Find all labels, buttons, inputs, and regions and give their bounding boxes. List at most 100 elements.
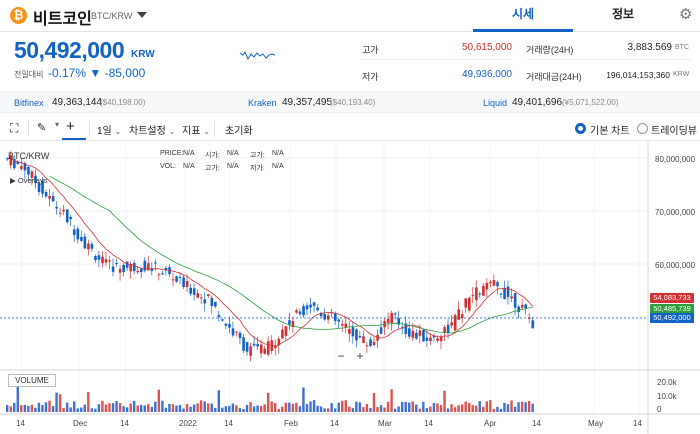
volume-bar [355, 401, 358, 412]
x-tick: Mar [378, 419, 392, 428]
candle-body [284, 326, 288, 336]
candle-body [506, 286, 510, 297]
candle-body [129, 264, 133, 272]
volume-bar [464, 401, 467, 412]
volume-bar [520, 401, 524, 412]
candle-body [242, 337, 245, 351]
volume-bar [362, 407, 365, 412]
candle-body [372, 341, 376, 346]
candle-body [73, 229, 76, 235]
tradingview-label[interactable]: 트레이딩뷰 [651, 126, 697, 137]
candle-body [143, 260, 147, 271]
volume-bar [55, 392, 58, 412]
zoom-in-button[interactable]: + [356, 349, 364, 363]
pencil-icon[interactable]: ✎ [37, 122, 47, 134]
chevron-down-icon[interactable] [137, 12, 147, 18]
candle-body [520, 304, 524, 308]
volume-bar [259, 405, 263, 412]
volume-bar [408, 402, 411, 412]
volume-bar [288, 402, 291, 412]
volume-bar [506, 404, 510, 412]
candle-body [376, 334, 379, 341]
candle-body [44, 191, 48, 197]
candle-body [379, 327, 383, 334]
volume-bar [147, 404, 150, 412]
candle-body [224, 323, 228, 326]
change-percent: -0.17% [48, 66, 87, 80]
candle-body [274, 345, 277, 349]
chevron-down-icon[interactable]: ▾ [55, 120, 60, 129]
volume-bar [337, 402, 340, 412]
indicators-button[interactable]: 지표 ⌄ [182, 126, 210, 137]
basic-chart-radio[interactable] [575, 123, 586, 134]
candle-body [94, 256, 97, 261]
candle-body [323, 313, 326, 320]
exchange-value: 49,357,495 [282, 97, 333, 108]
zoom-out-button[interactable]: − [337, 349, 345, 363]
candle-body [295, 310, 298, 313]
chart-settings-button[interactable]: 차트설정 ⌄ [129, 126, 176, 137]
overlays-toggle[interactable]: ▶ Overlays [10, 176, 48, 185]
candle-body [499, 293, 503, 295]
candle-body [436, 338, 439, 341]
volume-bar [20, 405, 23, 412]
volume-bar [48, 400, 51, 412]
volume-bar [228, 405, 231, 412]
volume-bar [157, 389, 161, 412]
candle-body [326, 315, 330, 320]
volume-bar [326, 408, 330, 412]
candle-body [214, 301, 217, 307]
ma-long-price-tag: 50,485,739 [650, 304, 694, 314]
interval-select[interactable]: 1일 ⌄ [97, 126, 122, 137]
gear-icon[interactable]: ⚙ [679, 6, 693, 23]
tab-market[interactable]: 시세 [473, 0, 573, 32]
volume-bar [436, 403, 439, 412]
legend-price-value: N/A [183, 150, 195, 157]
volume-bar [115, 401, 118, 412]
candle-body [443, 327, 446, 333]
candle-body [115, 262, 118, 264]
volume-bar [69, 407, 72, 412]
candle-body [97, 255, 101, 260]
fullscreen-icon[interactable]: ⛶ [10, 121, 19, 135]
volume-bar [274, 403, 277, 412]
candle-body [34, 175, 37, 184]
volume-bar [129, 403, 132, 412]
exchange-value: 49,401,696 [512, 97, 563, 108]
candle-body [69, 217, 73, 220]
legend-high-label: 고가: [250, 152, 265, 159]
candlestick-chart[interactable] [0, 142, 700, 434]
volume-bar [376, 407, 379, 412]
volume-bar [34, 407, 37, 412]
tab-info[interactable]: 정보 [611, 7, 635, 21]
vol-tick: 0 [657, 405, 662, 414]
candle-body [362, 336, 365, 343]
exchange-prices: Bitfinex 49,363,144 ($40,198.00) Kraken … [0, 91, 700, 113]
volume-bar [319, 406, 323, 412]
reset-button[interactable]: 초기화 [225, 126, 253, 137]
candle-body [422, 330, 425, 342]
volume-bar [30, 404, 34, 412]
volume-bar [312, 400, 316, 412]
exchange-value: 49,363,144 [52, 97, 103, 108]
candle-body [62, 209, 66, 212]
candle-body [404, 323, 408, 335]
candle-body [189, 287, 192, 294]
coin-name[interactable]: 비트코인 [33, 11, 92, 28]
crosshair-icon[interactable]: + [66, 118, 75, 135]
exchange-name: Kraken [248, 98, 277, 108]
candle-body [397, 318, 401, 325]
chart-toolbar: ⛶ ✎ ▾ + 1일 ⌄ 차트설정 ⌄ 지표 ⌄ 초기화 기본 차트 트레이딩뷰 [0, 117, 700, 141]
candle-body [288, 320, 291, 325]
price-chart[interactable]: BTC/KRW ▶ Overlays PRICE: N/A 시가: N/A 고가… [0, 142, 700, 434]
legend-vol-value: N/A [183, 163, 195, 170]
exchange-name: Liquid [483, 98, 508, 108]
tradingview-radio[interactable] [637, 123, 648, 134]
ma-short-price-tag: 54,083,733 [650, 293, 694, 303]
candle-body [13, 159, 16, 169]
basic-chart-label[interactable]: 기본 차트 [590, 126, 630, 137]
volume-bar [467, 402, 471, 412]
candle-body [122, 264, 125, 273]
volume-bar [341, 400, 344, 412]
